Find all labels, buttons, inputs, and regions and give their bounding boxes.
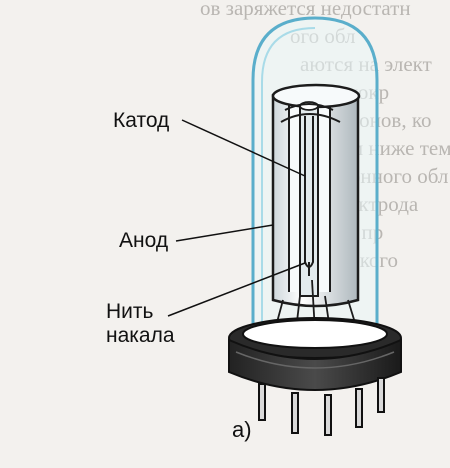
tube-pins	[258, 377, 385, 436]
anode-label: Анод	[119, 229, 169, 252]
cathode-label: Катод	[113, 109, 170, 132]
filament-label: Нить накала	[106, 300, 175, 348]
leader-lines	[167, 119, 306, 317]
tube-base	[228, 338, 402, 391]
filament-label-line1: Нить	[106, 300, 154, 323]
filament-label-line2: накала	[106, 324, 175, 347]
subfigure-label: а)	[232, 417, 252, 442]
